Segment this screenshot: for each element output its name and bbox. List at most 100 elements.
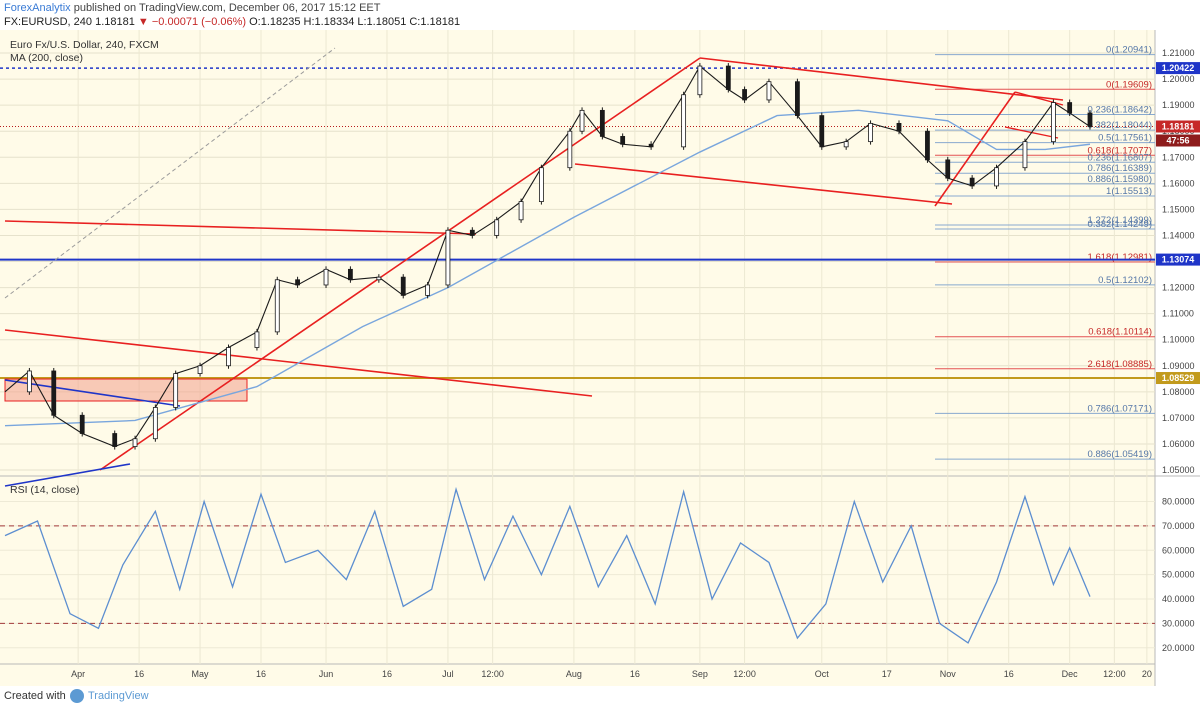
candle-body [51,370,57,416]
axis-badge [1156,253,1200,266]
candle-body [425,284,431,296]
rsi-tick-label: 40.0000 [1162,594,1195,604]
tradingview-logo-icon [70,689,84,703]
published-text: published on TradingView.com, December 0… [73,2,381,14]
publisher-name[interactable]: ForexAnalytix [4,2,71,14]
price-chart-svg[interactable]: 0(1.20941) 0(1.19609) 0.236(1.18642) 0.382(… [0,30,1200,686]
candle-body [925,130,930,161]
price-tick-label: 1.19000 [1162,100,1195,110]
time-tick-label: May [192,669,210,679]
rally-line[interactable] [934,91,1016,207]
time-tick-label: Dec [1062,669,1079,679]
time-tick-label: Jul [442,669,454,679]
publish-line: ForexAnalytix published on TradingView.c… [4,2,380,14]
fib-level-label: 1.618(1.12981) [1088,252,1152,263]
rsi-tick-label: 80.0000 [1162,497,1195,507]
candle-body [969,177,975,187]
symbol-line: FX:EURUSD, 240 1.18181 ▼ −0.00071 (−0.06… [4,16,460,28]
candle-body [697,65,703,96]
created-with-text: Created with [4,690,66,702]
rsi-tick-label: 60.0000 [1162,545,1195,555]
candle-body [173,373,179,408]
fib-level-label: 0.5(1.12102) [1098,275,1152,286]
price-tick-label: 1.16000 [1162,178,1195,188]
axis-badges: 1.20422 1.18181 47:56 1.13074 1.08529 [1156,62,1200,385]
axis-badge-label: 47:56 [1166,135,1189,145]
resistance-line-1[interactable] [4,220,477,235]
change-text: −0.00071 (−0.06%) [151,16,247,28]
channel-bottom-line[interactable] [574,163,953,205]
candle-body [1051,102,1056,143]
axis-badge-label: 1.13074 [1162,255,1195,265]
fib-level-label: 0(1.20941) [1106,45,1152,56]
price-tick-label: 1.14000 [1162,230,1195,240]
rsi-tick-label: 30.0000 [1162,618,1195,628]
dashed-trendline[interactable] [4,47,336,299]
axis-badge [1156,62,1200,75]
candle-body [226,347,231,367]
rsi-series [4,486,1091,644]
time-tick-label: 16 [630,669,640,679]
price-tick-label: 1.21000 [1162,48,1195,58]
axis-badge [1156,120,1200,133]
fib-level-label: 0.382(1.14249) [1088,219,1152,230]
blue-trendline-bottom[interactable] [4,463,131,487]
fib-level-label: 0.886(1.05419) [1088,449,1152,460]
time-tick-label: 16 [1004,669,1014,679]
footer-bar: Created with TradingView [0,686,1200,708]
candle-body [323,268,329,286]
ma-legend: MA (200, close) [10,52,83,64]
axis-badge-label: 1.20422 [1162,63,1195,73]
candle-body [112,433,118,447]
candle-body [620,136,626,145]
fib-level-label: 0.786(1.16389) [1088,163,1152,174]
candle-body [132,438,138,447]
price-tick-label: 1.09000 [1162,361,1195,371]
time-tick-label: Aug [566,669,582,679]
candle-body [994,167,999,187]
price-tick-label: 1.15000 [1162,204,1195,214]
price-tick-label: 1.12000 [1162,283,1195,293]
fib-levels: 0(1.20941) 0(1.19609) 0.236(1.18642) 0.382(… [935,45,1155,460]
time-tick-label: 12:00 [1103,669,1126,679]
candle-body [26,370,32,393]
price-polyline [4,65,1091,448]
tradingview-link[interactable]: TradingView [88,690,149,702]
fib-level-label: 0.382(1.18044) [1088,120,1152,131]
axis-badge [1156,134,1200,147]
fib-level-label: 2.618(1.08885) [1088,359,1152,370]
candle-body [868,122,873,143]
candle-body [795,81,800,116]
time-tick-label: 16 [256,669,266,679]
time-tick-label: 17 [882,669,892,679]
fib-level-label: 0(1.19609) [1106,79,1152,90]
time-tick-label: 16 [382,669,392,679]
fib-level-label: 0.236(1.18642) [1088,104,1152,115]
fib-level-label: 0.618(1.10114) [1088,327,1152,338]
channel-top-line[interactable] [699,57,1064,101]
candle-body [518,201,524,221]
candle-body [1067,102,1073,114]
candle-body [79,414,85,434]
candle-body [538,167,544,202]
candle-body [445,229,451,286]
rsi-axis-labels: 20.0000 30.0000 40.0000 50.0000 60.0000 70.00… [1162,497,1195,653]
price-tick-label: 1.05000 [1162,465,1195,475]
candle-body [469,229,475,236]
blue-trendline-top[interactable] [4,379,181,407]
symbol-text: FX:EURUSD, 240 1.18181 [4,16,135,28]
candle-body [599,109,605,137]
ma-200-line [4,109,1091,427]
fib-level-label: 1.272(1.14399) [1088,215,1152,226]
rsi-tick-label: 20.0000 [1162,643,1195,653]
price-tick-label: 1.06000 [1162,439,1195,449]
candle-body [681,94,687,148]
time-tick-label: 20 [1142,669,1152,679]
fib-level-label: 0.886(1.15980) [1088,174,1152,185]
fib-level-label: 1(1.15513) [1106,186,1152,197]
fib-level-label: 0.236(1.16807) [1088,152,1152,163]
time-axis-labels: Apr 16 May 16 Jun 16 Jul 12:00 Aug 16 Sep 12:00 Oct 1… [71,669,1152,679]
chart-area[interactable]: 0(1.20941) 0(1.19609) 0.236(1.18642) 0.382(… [0,30,1200,686]
price-tick-label: 1.10000 [1162,335,1195,345]
candle-body [152,407,158,440]
